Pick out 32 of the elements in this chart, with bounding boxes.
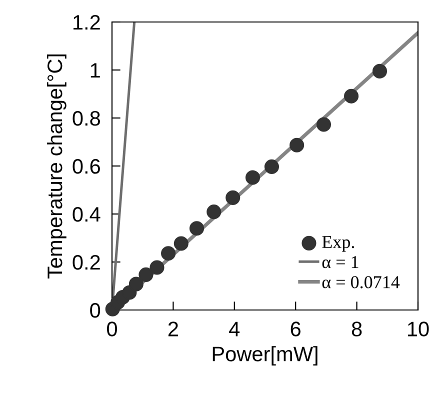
x-tick-label: 0 — [107, 322, 117, 336]
legend-label: α = 1 — [322, 256, 358, 268]
point — [290, 138, 304, 152]
y-tick-label: 0.4 — [72, 207, 100, 222]
y-tick-label: 0.2 — [72, 255, 100, 270]
y-tick-label: 0 — [90, 303, 100, 318]
legend-label: α = 0.0714 — [322, 276, 400, 288]
y-axis-title: Temperature change[°C] — [46, 54, 66, 279]
x-tick-label: 6 — [290, 322, 300, 336]
x-axis-title: Power[mW] — [212, 346, 318, 366]
x-tick-label: 4 — [229, 322, 240, 336]
point — [150, 260, 164, 275]
y-tick-label: 0.6 — [72, 159, 100, 174]
point — [264, 159, 280, 174]
y-tick-label: 0.8 — [72, 111, 100, 126]
point — [189, 221, 204, 236]
point — [138, 267, 154, 282]
point — [226, 190, 240, 205]
point — [316, 117, 332, 132]
x-tick-label: 2 — [168, 322, 178, 336]
x-tick-label: 8 — [352, 322, 362, 336]
point — [245, 170, 260, 185]
point — [344, 88, 359, 104]
point — [372, 64, 388, 78]
x-tick-label: 10 — [408, 322, 429, 336]
point — [206, 204, 222, 220]
legend-label: Exp. — [322, 236, 354, 252]
point — [128, 276, 144, 292]
y-tick-label: 1 — [90, 63, 100, 78]
y-tick-label: 1.2 — [74, 15, 100, 30]
point — [161, 246, 176, 261]
point — [174, 236, 188, 251]
